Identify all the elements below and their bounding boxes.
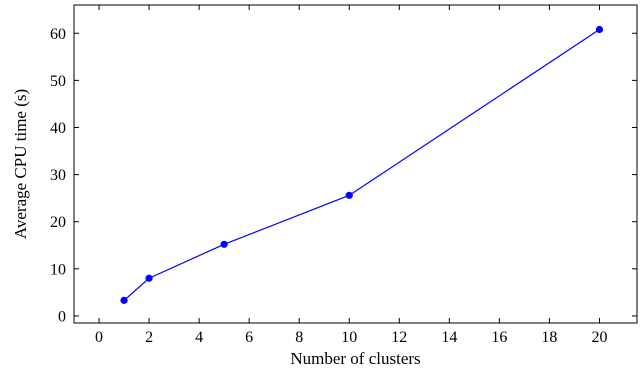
y-tick-label: 20 bbox=[50, 214, 66, 231]
x-axis-ticks: 0 2 4 6 8 10 12 14 16 18 20 bbox=[95, 5, 607, 346]
plot-frame bbox=[73, 4, 638, 324]
data-point bbox=[120, 296, 128, 304]
y-tick-label: 0 bbox=[58, 308, 66, 325]
x-tick-label: 10 bbox=[341, 329, 357, 346]
x-tick-label: 4 bbox=[195, 329, 203, 346]
x-tick-label: 12 bbox=[391, 329, 407, 346]
data-point bbox=[345, 191, 353, 199]
series-line bbox=[123, 28, 600, 301]
data-point bbox=[145, 274, 153, 282]
series-layer bbox=[120, 25, 604, 304]
y-tick-label: 40 bbox=[50, 120, 66, 137]
x-tick-label: 0 bbox=[95, 329, 103, 346]
x-tick-label: 8 bbox=[295, 329, 303, 346]
x-tick-label: 2 bbox=[145, 329, 153, 346]
x-axis-title: Number of clusters bbox=[290, 349, 420, 368]
y-tick-label: 10 bbox=[50, 261, 66, 278]
y-tick-label: 30 bbox=[50, 167, 66, 184]
y-axis-ticks: 0 10 20 30 40 50 60 bbox=[50, 26, 637, 325]
y-tick-label: 60 bbox=[50, 26, 66, 43]
data-point bbox=[595, 25, 604, 34]
y-axis-title: Average CPU time (s) bbox=[11, 89, 30, 239]
x-tick-label: 14 bbox=[441, 329, 457, 346]
x-tick-label: 18 bbox=[541, 329, 557, 346]
x-tick-label: 6 bbox=[245, 329, 253, 346]
x-tick-label: 20 bbox=[591, 329, 607, 346]
y-tick-label: 50 bbox=[50, 73, 66, 90]
x-tick-label: 16 bbox=[491, 329, 507, 346]
data-point bbox=[220, 240, 228, 248]
